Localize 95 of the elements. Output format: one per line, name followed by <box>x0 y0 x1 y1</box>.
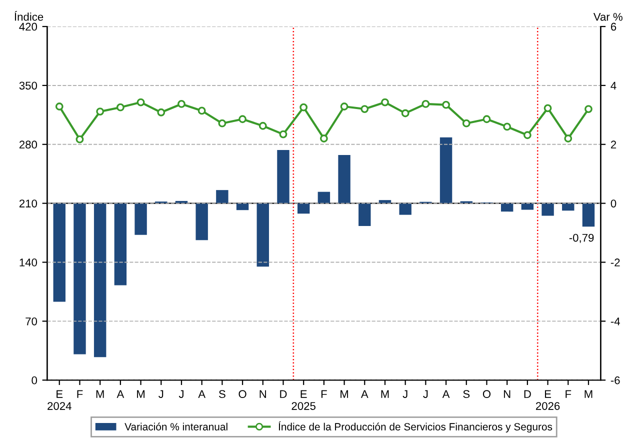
y-tick-label: 420 <box>19 22 38 31</box>
x-tick-label: A <box>198 390 206 398</box>
bar <box>318 192 330 204</box>
x-tick-label: J <box>423 390 428 398</box>
bar <box>256 203 269 267</box>
bar <box>114 203 127 286</box>
y2-axis-title: Var % <box>593 12 622 21</box>
y-tick-label: 0 <box>32 376 38 384</box>
legend-label: Variación % interanual <box>124 422 228 430</box>
x-tick-label: S <box>463 390 470 398</box>
y2-tick-label: 0 <box>610 200 616 208</box>
point <box>218 119 226 128</box>
x-tick-label: J <box>402 390 408 398</box>
x-tick-label: O <box>238 390 246 398</box>
x-tick-label: A <box>442 390 450 398</box>
y-tick-label: 140 <box>20 258 38 266</box>
point <box>320 134 328 142</box>
x-tick-label: E 2025 <box>292 390 316 410</box>
bar <box>74 203 86 354</box>
y2-tick-label: -2 <box>610 258 620 266</box>
x-tick-label: F <box>77 390 83 398</box>
point <box>482 115 491 124</box>
x-tick-label: N <box>260 390 266 398</box>
y-tick-label: 350 <box>19 82 38 90</box>
point <box>258 122 267 130</box>
x-tick-label: M <box>584 390 592 398</box>
bar <box>196 203 208 240</box>
bar <box>53 203 66 302</box>
point <box>279 130 288 138</box>
x-tick-label: D <box>524 390 531 398</box>
point <box>523 131 532 140</box>
y2-tick-label: 6 <box>610 22 616 31</box>
x-tick-label: M <box>340 390 348 398</box>
point <box>422 100 430 108</box>
y-tick-label: 210 <box>19 200 38 208</box>
x-tick-label: M <box>96 390 104 398</box>
point <box>462 119 470 128</box>
bar <box>175 200 188 204</box>
point <box>503 122 512 131</box>
y-tick-label: 280 <box>19 140 38 149</box>
point <box>178 100 186 108</box>
bar <box>358 203 371 226</box>
point <box>238 115 246 124</box>
point <box>300 103 308 112</box>
bar <box>500 203 514 212</box>
point <box>401 109 410 118</box>
point <box>76 135 84 144</box>
bar <box>338 154 350 204</box>
point <box>116 103 124 112</box>
point <box>442 100 450 109</box>
point <box>96 108 104 116</box>
y2-tick-label: 4 <box>610 82 616 90</box>
data-label: -0,79 <box>569 234 594 244</box>
point <box>340 102 348 110</box>
x-tick-label: J <box>158 390 164 398</box>
y-axis-title: Índice <box>14 11 44 21</box>
bar <box>378 200 392 204</box>
bar <box>216 190 228 204</box>
point <box>584 105 592 113</box>
x-tick-label: F <box>321 390 327 398</box>
bar <box>521 203 534 210</box>
bar <box>297 203 310 214</box>
x-tick-label: A <box>360 390 368 398</box>
bar <box>399 203 412 215</box>
x-tick-label: M <box>137 390 144 398</box>
x-tick-label: E 2024 <box>48 390 72 410</box>
y2-tick-label: -4 <box>610 318 620 326</box>
bar <box>236 203 249 210</box>
point <box>544 104 552 112</box>
point <box>157 108 166 116</box>
bar <box>277 150 290 204</box>
point <box>360 105 369 113</box>
x-tick-label: S <box>218 390 226 398</box>
bar <box>582 203 595 227</box>
x-tick-label: E 2026 <box>536 390 560 410</box>
x-tick-label: A <box>116 390 124 398</box>
point <box>136 98 145 106</box>
bar <box>440 137 452 204</box>
point <box>564 134 572 142</box>
x-tick-label: N <box>504 390 510 398</box>
bar <box>134 203 147 235</box>
x-tick-label: D <box>280 390 287 398</box>
bar <box>542 203 554 216</box>
x-tick-label: J <box>178 390 184 398</box>
point <box>55 102 64 110</box>
bar <box>94 203 106 358</box>
point <box>198 106 206 115</box>
x-tick-label: F <box>566 390 572 398</box>
x-tick-label: O <box>482 390 491 398</box>
y2-tick-label: -6 <box>610 376 620 384</box>
x-tick-label: M <box>381 390 389 398</box>
point <box>381 98 389 106</box>
y2-tick-label: 2 <box>610 140 616 148</box>
legend-label: Índice de la Producción de Servicios Financieros y Seguros <box>278 421 552 433</box>
y-tick-label: 70 <box>26 317 38 326</box>
